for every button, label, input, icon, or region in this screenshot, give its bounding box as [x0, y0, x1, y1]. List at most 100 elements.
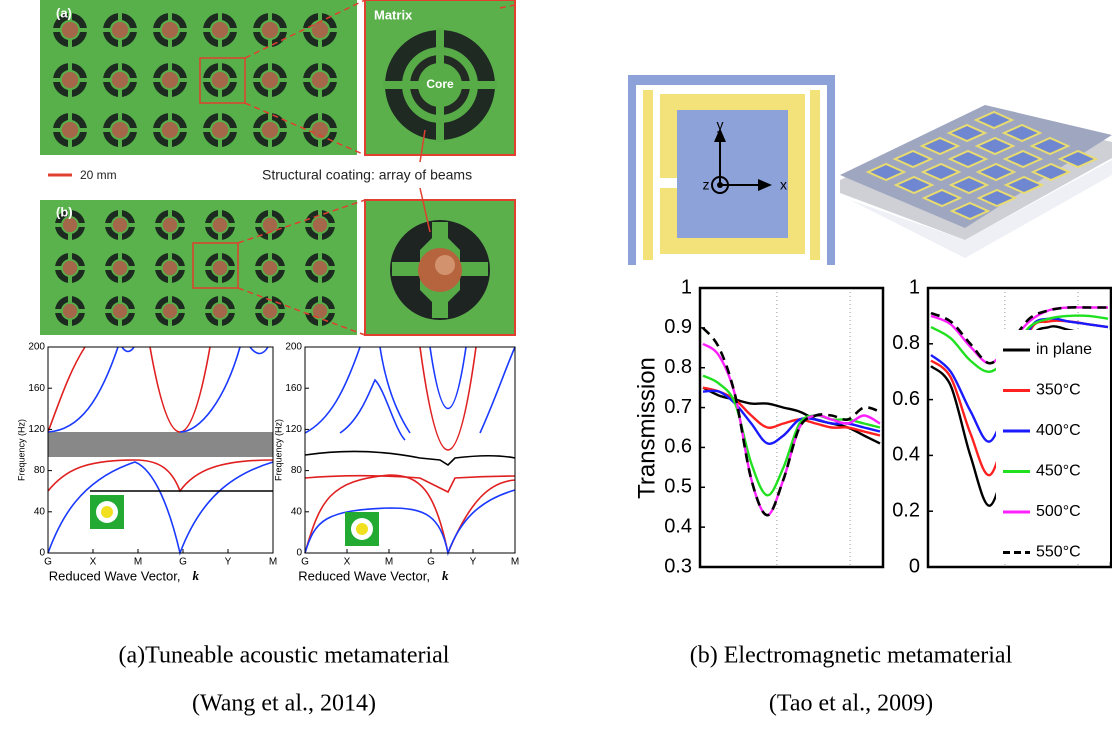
unit-core	[263, 304, 277, 318]
y-tick-label: 0	[909, 555, 920, 577]
x-axis-symbol: k	[193, 568, 200, 583]
figure: (a) Matrix Core 20 mm Structural coating…	[0, 0, 1112, 740]
unit-core	[212, 22, 228, 38]
y-tick-label: 0.8	[664, 356, 692, 378]
y-tick-label: 0.5	[664, 476, 692, 498]
y-axis-label: Frequency (Hz)	[273, 419, 283, 481]
x-tick-label: X	[344, 557, 351, 568]
unit-core	[163, 261, 177, 275]
axis-z-label: z	[703, 177, 710, 193]
unit-core	[262, 122, 278, 138]
photo-b-label: (b)	[56, 204, 73, 219]
legend-label: 500°C	[1036, 503, 1081, 520]
legend-label: 450°C	[1036, 463, 1081, 480]
y-tick-label: 40	[291, 506, 303, 517]
x-tick-label: M	[134, 557, 142, 568]
unit-core	[263, 218, 277, 232]
unit-core	[212, 72, 228, 88]
caption-title: (a)Tuneable acoustic metamaterial	[119, 643, 450, 669]
y-tick-label: 0.7	[664, 396, 692, 418]
photo-a-label: (a)	[56, 5, 72, 20]
band-plot-right	[305, 347, 515, 553]
unit-core	[63, 304, 77, 318]
legend-label: 550°C	[1036, 544, 1081, 561]
x-axis-label: Reduced Wave Vector,	[298, 568, 430, 583]
y-tick-label: 80	[34, 465, 46, 476]
unit-core	[63, 261, 77, 275]
unit-core	[163, 218, 177, 232]
y-tick-label: 0.8	[892, 332, 920, 354]
axis-y-label: y	[717, 117, 724, 133]
array-3d	[840, 105, 1112, 258]
x-tick-label: M	[385, 557, 393, 568]
unit-core	[313, 261, 327, 275]
band-plot-left	[48, 347, 273, 553]
y-tick-label: 200	[285, 342, 302, 353]
unit-core	[162, 122, 178, 138]
unit-core	[112, 72, 128, 88]
x-tick-label: G	[301, 557, 309, 568]
x-tick-label: Y	[225, 557, 232, 568]
legend-label: in plane	[1036, 341, 1092, 358]
unit-core	[212, 122, 228, 138]
zoom-b-unit	[390, 220, 490, 320]
y-tick-label: 0.3	[664, 555, 692, 577]
unit-core	[113, 304, 127, 318]
y-tick-label: 80	[291, 465, 303, 476]
x-tick-label: M	[511, 557, 519, 568]
legend-label: 350°C	[1036, 382, 1081, 399]
y-axis-label: Frequency (Hz)	[16, 419, 26, 481]
y-tick-label: 0.6	[664, 436, 692, 458]
x-axis-label: Reduced Wave Vector,	[49, 568, 181, 583]
unit-core	[63, 218, 77, 232]
unit-core	[213, 304, 227, 318]
unit-core	[313, 218, 327, 232]
unit-core	[162, 22, 178, 38]
x-axis-symbol: k	[442, 568, 449, 583]
y-tick-label: 120	[28, 424, 45, 435]
x-tick-label: M	[269, 557, 277, 568]
scale-label: 20 mm	[80, 168, 117, 182]
unit-core	[262, 22, 278, 38]
plot-frame	[305, 347, 515, 553]
caption-citation: (Wang et al., 2014)	[192, 691, 376, 717]
unit-core	[163, 304, 177, 318]
y-tick-label: 0.4	[892, 444, 920, 466]
transmission-y-label: Transmission	[633, 357, 660, 499]
unit-core	[113, 218, 127, 232]
y-tick-label: 1	[681, 276, 692, 298]
caption-citation: (Tao et al., 2009)	[769, 691, 933, 717]
unit-core	[213, 261, 227, 275]
legend-label: 400°C	[1036, 422, 1081, 439]
unit-core	[213, 218, 227, 232]
core-label: Core	[426, 77, 454, 91]
page: {"left_figure": { "photo_a_label": "(a)"…	[0, 0, 1112, 740]
unit-core	[62, 22, 78, 38]
unit-core	[262, 72, 278, 88]
legend-box	[996, 330, 1110, 562]
y-tick-label: 0.2	[892, 499, 920, 521]
y-tick-label: 0.6	[892, 388, 920, 410]
y-tick-label: 40	[34, 506, 46, 517]
unit-core	[62, 72, 78, 88]
coating-label: Structural coating: array of beams	[262, 167, 472, 183]
y-tick-label: 1	[909, 276, 920, 298]
x-tick-label: X	[90, 557, 97, 568]
unit-core	[113, 261, 127, 275]
y-tick-label: 0.9	[664, 316, 692, 338]
x-tick-label: G	[44, 557, 52, 568]
y-tick-label: 160	[285, 383, 302, 394]
unit-core	[263, 261, 277, 275]
y-tick-label: 0.4	[664, 515, 692, 537]
unit-core	[112, 122, 128, 138]
x-tick-label: Y	[470, 557, 477, 568]
unit-core	[312, 72, 328, 88]
axis-x-label: x	[780, 177, 787, 193]
unit-core	[62, 122, 78, 138]
y-tick-label: 120	[285, 424, 302, 435]
x-tick-label: G	[179, 557, 187, 568]
caption-title: (b) Electromagnetic metamaterial	[690, 643, 1013, 669]
srr-diagram	[628, 75, 835, 265]
matrix-label: Matrix	[374, 7, 413, 22]
unit-core	[312, 22, 328, 38]
